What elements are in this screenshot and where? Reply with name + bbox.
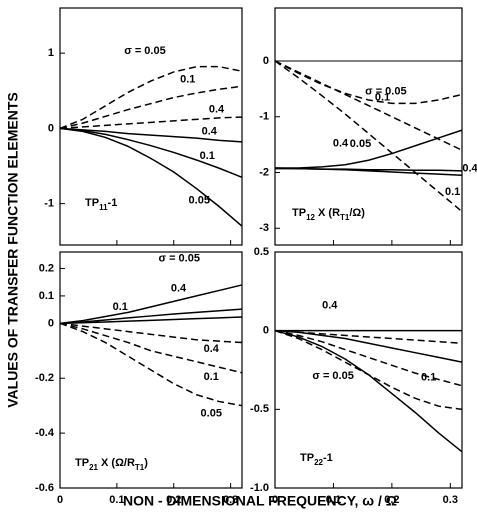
curve-label: 0.4 [322,300,338,312]
panel-title-part: TP [292,207,306,219]
curve-label: 0.4 [171,282,187,294]
panel-title: TP12 X (RT1/Ω) [292,207,365,222]
curve-label: 0.4 [204,343,220,355]
y-tick-label: -0.4 [35,427,55,439]
curve [274,60,463,151]
curve-label: 0.1 [375,91,390,103]
curve-label: 0.1 [113,301,128,313]
curve [59,322,243,374]
y-tick-label: 0 [48,122,54,134]
y-tick-label: 0.5 [254,246,269,258]
y-tick-label: 0 [263,55,269,67]
curve [59,85,243,130]
curve [275,129,463,169]
panel-title-part: TP [300,452,314,464]
curve-label: 0.4 [462,163,477,175]
curve-label: 0.1 [421,371,436,383]
curve [274,60,463,213]
x-tick-label: 0.1 [109,494,124,506]
curve-label: 0.1 [200,150,215,162]
panel-title-part: -1 [323,452,333,464]
curve-label: 0.4 [202,125,218,137]
curve-label: σ = 0.05 [124,45,165,57]
y-tick-label: -0.5 [250,403,269,415]
curve [274,329,463,411]
curve [275,167,463,172]
panel-title-part: /Ω) [349,207,365,219]
curve-label: σ = 0.05 [365,85,406,97]
curve-label: 0.4 [209,103,225,115]
panel-title-part: T1 [340,213,350,222]
curve [59,116,243,130]
x-tick-label: 0.3 [443,494,458,506]
curve-label: 0.05 [189,195,210,207]
curve [59,284,243,325]
curve [274,329,463,363]
panel-title-part: -1 [108,197,118,209]
y-tick-label: -2 [259,166,269,178]
y-tick-label: 0.1 [39,290,54,302]
y-tick-label: -1 [259,111,269,123]
x-tick-label: 0.2 [166,494,181,506]
curve [59,127,243,227]
y-tick-label: 0.2 [39,262,54,274]
panel-title-part: T1 [135,463,145,472]
y-tick-label: 0 [263,325,269,337]
y-tick-label: -3 [259,222,269,234]
panel-title-part: ) [144,457,148,469]
curve [274,60,463,105]
panel-title-part: TP [75,457,89,469]
panel-title-part: 11 [99,203,108,212]
x-tick-label: 0.3 [223,494,238,506]
panel-title-part: X (R [315,207,340,219]
panel-title-part: 21 [89,463,98,472]
panel-title-part: TP [85,197,99,209]
y-tick-label: -1 [44,198,54,210]
curve-label: 0.05 [350,138,371,150]
x-tick-label: 0 [272,494,278,506]
panel-frame [274,7,463,246]
panel-frame [274,251,463,489]
curve-label: σ = 0.05 [312,370,353,382]
curve [59,127,243,143]
x-tick-label: 0.2 [384,494,399,506]
y-tick-label: -0.6 [35,482,54,494]
panel-title-part: 12 [306,213,315,222]
curve-label: 0.1 [180,73,195,85]
curve [59,65,243,130]
x-tick-label: 0 [57,494,63,506]
curve-label: 0.1 [445,186,460,198]
curve-label: 0.4 [333,137,349,149]
y-axis-label: VALUES OF TRANSFER FUNCTION ELEMENTS [5,92,21,408]
curve [59,308,243,325]
curve [274,329,463,453]
x-axis-label: NON - DIMENSIONAL FREQUENCY, ω / Ω [123,493,397,509]
y-tick-label: 1 [48,47,54,59]
curve [59,322,243,344]
panel-title: TP22-1 [300,452,333,467]
curve [59,127,243,178]
curve [274,329,463,345]
curve [59,322,243,407]
y-tick-label: -1.0 [250,482,269,494]
panel-title: TP11-1 [85,197,117,212]
curve-label: 0.05 [201,407,222,419]
panel-title-part: 22 [314,458,323,467]
curve [59,316,243,325]
y-tick-label: -0.2 [35,372,54,384]
panel-frame [59,251,243,489]
curve-label: 0.1 [204,371,219,383]
panel-title-part: X (Ω/R [98,457,135,469]
panel-title: TP21 X (Ω/RT1) [75,457,148,472]
y-tick-label: 0 [48,317,54,329]
panel-frame [59,7,243,246]
curve-label: σ = 0.05 [159,252,200,264]
x-tick-label: 0.1 [326,494,341,506]
